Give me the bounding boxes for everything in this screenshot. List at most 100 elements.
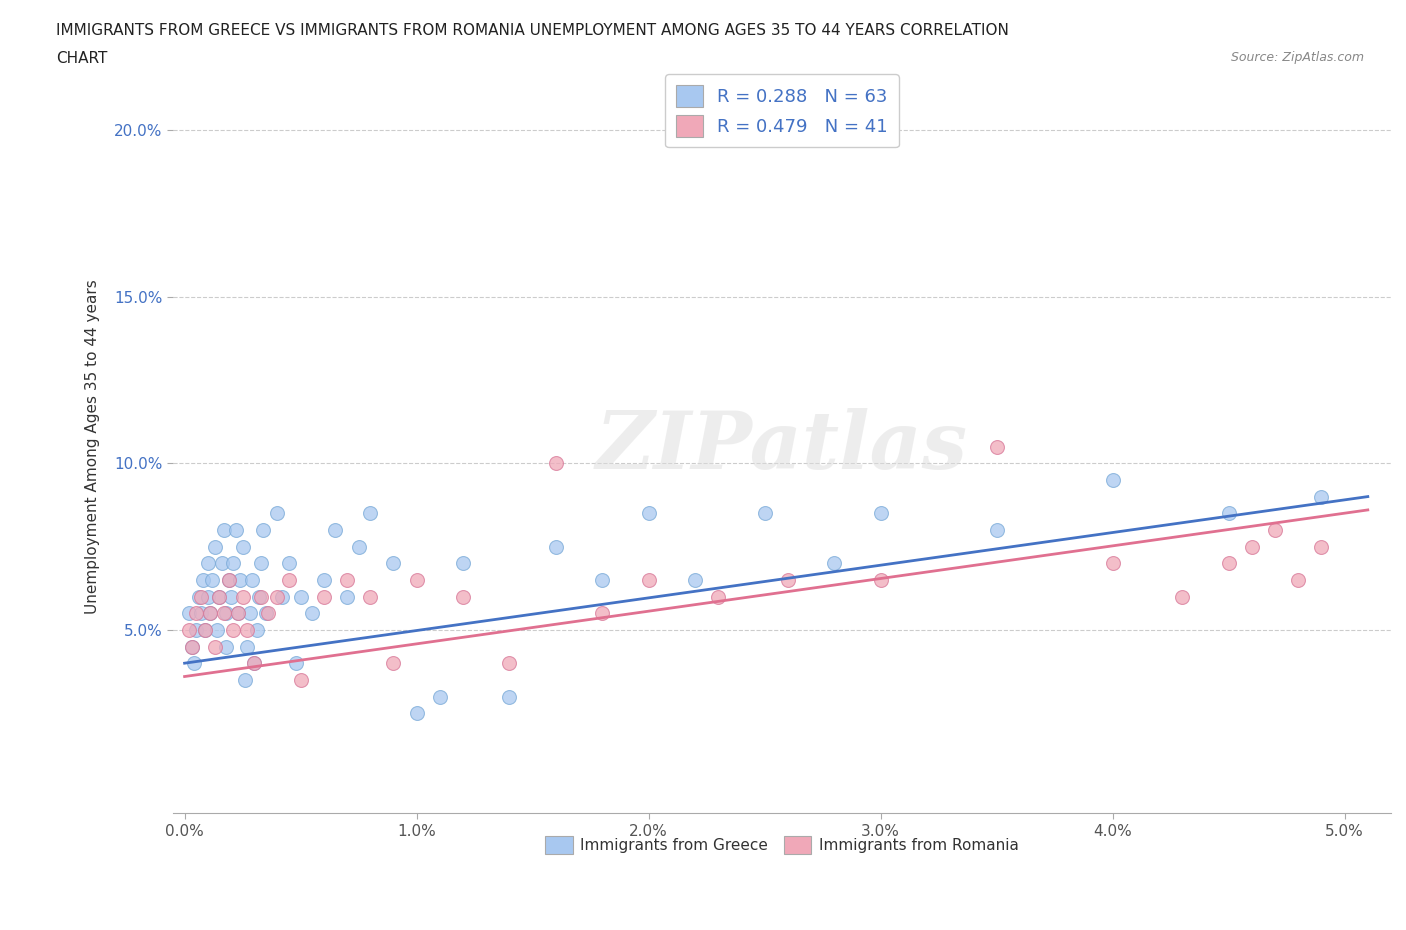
Point xyxy=(290,589,312,604)
Point xyxy=(284,656,307,671)
Text: ZIPatlas: ZIPatlas xyxy=(596,408,969,485)
Point xyxy=(180,639,202,654)
Point xyxy=(211,556,233,571)
Point xyxy=(347,539,370,554)
Point xyxy=(238,605,260,620)
Point xyxy=(382,656,405,671)
Point xyxy=(232,539,254,554)
Point xyxy=(232,589,254,604)
Point xyxy=(194,622,217,637)
Point xyxy=(243,656,266,671)
Text: Source: ZipAtlas.com: Source: ZipAtlas.com xyxy=(1230,51,1364,64)
Point xyxy=(1240,539,1263,554)
Point xyxy=(1264,523,1286,538)
Point xyxy=(236,622,259,637)
Point xyxy=(250,556,273,571)
Point xyxy=(208,589,231,604)
Point xyxy=(869,506,891,521)
Point xyxy=(986,439,1008,454)
Point xyxy=(290,672,312,687)
Point xyxy=(226,605,249,620)
Point xyxy=(683,573,706,588)
Point xyxy=(637,573,659,588)
Text: IMMIGRANTS FROM GREECE VS IMMIGRANTS FROM ROMANIA UNEMPLOYMENT AMONG AGES 35 TO : IMMIGRANTS FROM GREECE VS IMMIGRANTS FRO… xyxy=(56,23,1010,38)
Point xyxy=(212,523,235,538)
Point xyxy=(198,605,221,620)
Point xyxy=(1310,489,1333,504)
Point xyxy=(219,589,242,604)
Point xyxy=(278,556,301,571)
Point xyxy=(1286,573,1309,588)
Point xyxy=(1218,556,1240,571)
Point xyxy=(1310,539,1333,554)
Point xyxy=(190,605,212,620)
Legend: Immigrants from Greece, Immigrants from Romania: Immigrants from Greece, Immigrants from … xyxy=(540,830,1025,860)
Point xyxy=(1218,506,1240,521)
Point xyxy=(225,523,247,538)
Point xyxy=(243,656,266,671)
Point xyxy=(498,656,520,671)
Point xyxy=(186,622,208,637)
Point xyxy=(197,589,219,604)
Point xyxy=(544,539,567,554)
Point xyxy=(429,689,451,704)
Point xyxy=(637,506,659,521)
Point xyxy=(266,589,288,604)
Text: CHART: CHART xyxy=(56,51,108,66)
Point xyxy=(405,573,427,588)
Point xyxy=(226,605,249,620)
Point xyxy=(754,506,776,521)
Point xyxy=(252,523,274,538)
Point xyxy=(498,689,520,704)
Point xyxy=(591,573,613,588)
Point xyxy=(180,639,202,654)
Point xyxy=(1171,589,1194,604)
Point xyxy=(382,556,405,571)
Point xyxy=(233,672,256,687)
Point xyxy=(869,573,891,588)
Point xyxy=(312,589,335,604)
Point xyxy=(257,605,280,620)
Point xyxy=(544,456,567,471)
Point xyxy=(245,622,267,637)
Point xyxy=(212,605,235,620)
Point xyxy=(986,523,1008,538)
Point xyxy=(222,622,245,637)
Point xyxy=(336,589,359,604)
Point xyxy=(254,605,277,620)
Point xyxy=(204,539,226,554)
Point xyxy=(359,506,381,521)
Point xyxy=(179,605,201,620)
Point xyxy=(201,573,224,588)
Point xyxy=(179,622,201,637)
Point xyxy=(218,573,240,588)
Point xyxy=(198,605,221,620)
Point xyxy=(229,573,252,588)
Point xyxy=(266,506,288,521)
Point xyxy=(208,589,231,604)
Point xyxy=(1101,556,1123,571)
Y-axis label: Unemployment Among Ages 35 to 44 years: Unemployment Among Ages 35 to 44 years xyxy=(86,279,100,614)
Point xyxy=(451,589,474,604)
Point xyxy=(325,523,347,538)
Point xyxy=(250,589,273,604)
Point xyxy=(215,639,238,654)
Point xyxy=(312,573,335,588)
Point xyxy=(190,589,212,604)
Point xyxy=(194,622,217,637)
Point xyxy=(271,589,294,604)
Point xyxy=(247,589,270,604)
Point xyxy=(359,589,381,604)
Point xyxy=(823,556,845,571)
Point xyxy=(215,605,238,620)
Point xyxy=(197,556,219,571)
Point xyxy=(776,573,799,588)
Point xyxy=(236,639,259,654)
Point xyxy=(186,605,208,620)
Point xyxy=(191,573,214,588)
Point xyxy=(405,706,427,721)
Point xyxy=(278,573,301,588)
Point xyxy=(1101,472,1123,487)
Point xyxy=(240,573,263,588)
Point xyxy=(187,589,209,604)
